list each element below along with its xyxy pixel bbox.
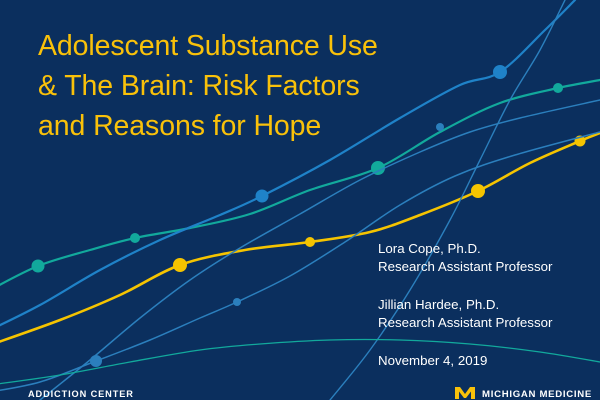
presenter-2: Jillian Hardee, Ph.D. Research Assistant… (378, 296, 552, 332)
title-line-2: & The Brain: Risk Factors (38, 70, 360, 102)
presenter-1: Lora Cope, Ph.D. Research Assistant Prof… (378, 240, 552, 276)
presenter-1-name: Lora Cope, Ph.D. (378, 241, 481, 256)
michigan-medicine-logo: MICHIGAN MEDICINE (454, 386, 592, 400)
presenter-2-name: Jillian Hardee, Ph.D. (378, 297, 500, 312)
chart-marker-teal-curve (130, 233, 140, 243)
chart-marker-blue-thin-lower-curve (233, 298, 241, 306)
addiction-center-logo-text: ADDICTION CENTER (28, 389, 134, 399)
chart-marker-gold-curve (574, 135, 586, 147)
title-line-1: Adolescent Substance Use (38, 30, 378, 62)
presentation-date: November 4, 2019 (378, 352, 552, 370)
date-text: November 4, 2019 (378, 353, 488, 368)
presenter-2-role: Research Assistant Professor (378, 315, 553, 330)
page-title: Adolescent Substance Use & The Brain: Ri… (38, 26, 468, 146)
addiction-center-logo: ADDICTION CENTER (28, 389, 134, 400)
chart-marker-teal-curve (31, 259, 45, 273)
chart-marker-blue-rising-curve (493, 65, 507, 79)
chart-marker-blue-rising-curve (255, 189, 269, 203)
presenter-block: Lora Cope, Ph.D. Research Assistant Prof… (378, 240, 552, 370)
title-line-3: and Reasons for Hope (38, 110, 322, 142)
block-m-icon (454, 386, 477, 400)
chart-marker-teal-curve (553, 83, 563, 93)
chart-marker-teal-curve (371, 161, 385, 175)
chart-marker-blue-thin-lower-curve (90, 355, 102, 367)
presenter-1-role: Research Assistant Professor (378, 259, 553, 274)
chart-marker-gold-curve (173, 258, 187, 272)
chart-marker-gold-curve (471, 184, 485, 198)
michigan-medicine-logo-text: MICHIGAN MEDICINE (482, 389, 592, 400)
chart-marker-gold-curve (305, 237, 315, 247)
